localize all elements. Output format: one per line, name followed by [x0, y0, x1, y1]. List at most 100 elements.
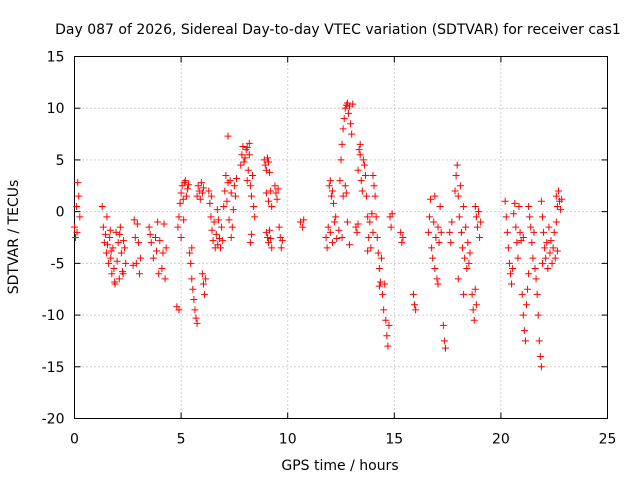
data-point — [122, 259, 130, 267]
data-point — [206, 199, 214, 207]
data-point — [324, 223, 332, 231]
data-point — [519, 234, 527, 241]
data-point — [515, 202, 523, 210]
data-point — [552, 218, 560, 226]
data-point — [520, 327, 528, 335]
data-point — [519, 311, 527, 319]
data-point — [365, 234, 373, 241]
data-point — [210, 218, 218, 226]
data-point — [535, 337, 543, 345]
data-point — [160, 220, 168, 228]
data-point — [245, 139, 253, 147]
data-point — [176, 199, 184, 207]
data-point — [364, 247, 372, 255]
data-point — [331, 218, 339, 226]
data-point — [349, 100, 357, 108]
data-point — [156, 237, 164, 245]
data-point — [412, 306, 420, 314]
data-point — [370, 182, 378, 190]
data-point — [363, 192, 371, 200]
data-point — [207, 192, 215, 200]
data-point — [374, 249, 382, 257]
data-point — [115, 275, 123, 283]
data-point — [339, 125, 347, 133]
data-point — [353, 228, 361, 236]
data-point — [335, 226, 343, 234]
data-point — [275, 223, 283, 231]
data-point — [360, 161, 368, 169]
data-point — [265, 158, 273, 166]
data-point — [251, 213, 259, 221]
data-point — [212, 230, 220, 238]
data-point — [207, 213, 215, 221]
data-point — [114, 239, 122, 247]
data-point — [161, 275, 169, 283]
data-point — [238, 151, 246, 159]
data-point — [476, 234, 484, 241]
data-point — [116, 230, 124, 238]
data-point — [439, 321, 447, 329]
data-point — [541, 244, 549, 252]
data-point — [299, 223, 307, 231]
data-point — [137, 254, 145, 262]
data-point — [551, 254, 559, 262]
y-tick-label: 15 — [47, 50, 65, 66]
data-point — [381, 280, 389, 288]
data-point — [341, 182, 349, 190]
x-tick-label: 10 — [279, 432, 297, 448]
data-point — [369, 228, 377, 236]
data-point — [464, 239, 472, 247]
data-point — [221, 187, 229, 195]
data-point — [102, 249, 110, 257]
data-point — [528, 239, 536, 247]
data-point — [98, 202, 106, 210]
data-point — [356, 140, 364, 148]
data-point — [470, 316, 478, 324]
data-point — [459, 244, 467, 252]
data-point — [268, 244, 276, 252]
data-point — [193, 192, 201, 200]
data-point — [246, 239, 254, 247]
data-point — [209, 237, 217, 245]
data-point — [233, 175, 241, 183]
data-point — [542, 254, 550, 262]
data-point — [366, 218, 374, 226]
data-point — [107, 247, 115, 255]
data-point — [146, 230, 154, 238]
data-point — [73, 202, 81, 210]
data-point — [518, 290, 526, 298]
data-point — [247, 230, 255, 238]
data-point — [237, 161, 245, 169]
data-point — [436, 202, 444, 210]
data-point — [359, 156, 367, 164]
data-point — [198, 270, 206, 278]
data-point — [434, 280, 442, 288]
data-point — [554, 187, 562, 195]
data-point — [525, 202, 533, 210]
y-tick-label: -10 — [42, 308, 65, 324]
data-point — [531, 265, 539, 273]
data-point — [129, 261, 137, 269]
grid-lines — [74, 56, 608, 419]
data-point — [76, 213, 84, 221]
y-tick-label: -5 — [51, 256, 65, 272]
data-point — [511, 199, 519, 207]
data-point — [99, 223, 107, 231]
data-point — [472, 301, 480, 309]
data-point — [505, 259, 513, 267]
data-point — [113, 257, 121, 265]
data-point — [199, 280, 207, 288]
data-point — [463, 265, 471, 273]
data-point — [425, 213, 433, 221]
data-point — [508, 280, 516, 288]
data-point — [326, 228, 334, 236]
data-point — [367, 244, 375, 252]
data-point — [514, 254, 522, 262]
data-point — [557, 206, 565, 214]
data-point — [231, 192, 239, 200]
data-point — [502, 213, 510, 221]
data-point — [434, 223, 442, 231]
data-point — [506, 270, 514, 278]
data-point — [120, 237, 128, 245]
data-point — [227, 189, 235, 197]
